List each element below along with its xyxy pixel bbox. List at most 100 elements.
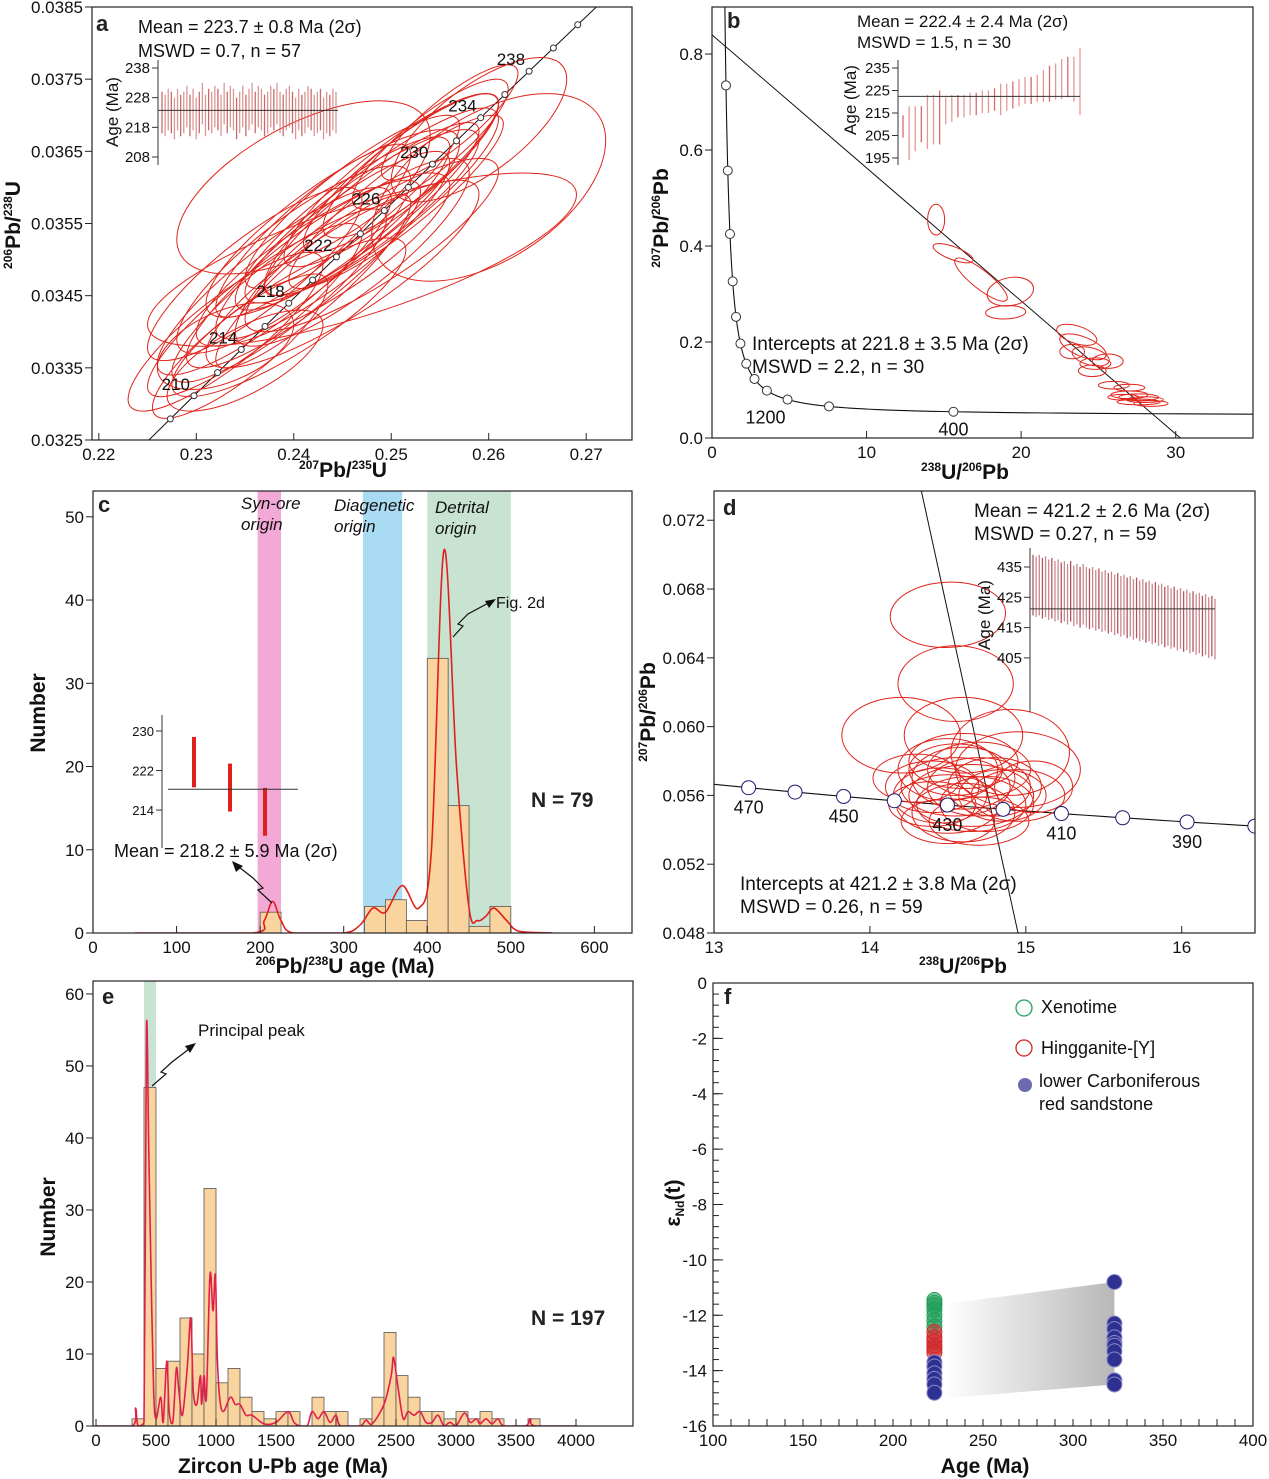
plot-frame (713, 490, 1256, 934)
sup: 207 (649, 247, 663, 267)
error-ellipse (950, 708, 1070, 796)
y-tick-label: 0.0345 (31, 287, 83, 306)
legend-xenotime-label: Xenotime (1041, 997, 1117, 1017)
error-ellipse (1133, 400, 1169, 407)
error-ellipse (927, 757, 1031, 817)
sup: 238 (921, 460, 941, 474)
y-tick-label: -14 (682, 1362, 707, 1381)
concordia-age-marker (166, 415, 174, 423)
error-ellipse (147, 223, 363, 398)
arrow-head-icon (185, 1043, 196, 1053)
panel-b-intercept-mswd: MSWD = 2.2, n = 30 (752, 357, 924, 378)
concordia-age-marker (1053, 806, 1069, 822)
band-label-diagenetic: Diagenetic (334, 496, 415, 515)
band-label-diagenetic-2: origin (334, 517, 376, 536)
t: U/ (941, 461, 962, 484)
concordia-age-marker (356, 230, 364, 238)
y-tick-label: 10 (65, 841, 84, 860)
panel-d-intercept-mswd: MSWD = 0.26, n = 59 (740, 897, 923, 918)
t: Pb (637, 662, 660, 689)
error-ellipse (166, 309, 324, 412)
concordia-age-marker (380, 207, 388, 215)
panel-a-inset-ylabel: Age (Ma) (103, 77, 122, 147)
error-ellipse (841, 696, 961, 774)
inset-a: 208 218 228 238 (125, 60, 338, 166)
y-tick-label: 0.2 (679, 333, 703, 352)
age-band (257, 491, 282, 933)
concordia-age-marker (727, 276, 738, 287)
age-band (362, 491, 403, 933)
inset-tick-label: 222 (132, 764, 154, 779)
concordia-age-label: 222 (304, 236, 332, 255)
error-ellipse (932, 243, 974, 264)
inset-tick-label: 235 (865, 60, 890, 77)
panel-e-n: N = 197 (531, 1307, 605, 1330)
y-tick-label: 40 (65, 591, 84, 610)
histogram-bar (426, 657, 449, 933)
error-ellipse (176, 100, 431, 275)
x-tick-label: 14 (860, 938, 879, 957)
error-ellipse (994, 760, 1074, 814)
t: Pb/ (637, 709, 660, 742)
x-tick-label: 20 (1012, 443, 1031, 462)
x-tick-label: 200 (879, 1431, 907, 1450)
concordia-age-marker (720, 80, 731, 91)
concordia-age-label: 226 (352, 190, 380, 209)
panel-c-mean: Mean = 218.2 ± 5.9 Ma (2σ) (114, 841, 338, 861)
sup: 206 (649, 195, 663, 215)
sup: 207 (299, 458, 319, 472)
y-tick-label: 0.0335 (31, 359, 83, 378)
x-tick-label: 300 (330, 938, 358, 957)
concordia-age-label: 390 (1172, 832, 1202, 852)
y-tick-label: 60 (65, 985, 84, 1004)
x-tick-label: 0.24 (277, 445, 310, 464)
error-ellipse (1059, 343, 1086, 360)
kde-curve (134, 548, 553, 933)
t: Pb/ (2, 216, 25, 249)
sup: 206 (1, 249, 15, 269)
concordia-age-label: 210 (162, 375, 190, 394)
panel-a: 210 214 218 222 226 230 234 238 0.22 0.23 0.24 0.25… (31, 0, 633, 464)
plot-area-f (926, 1274, 1123, 1401)
inset-tick-label: 225 (865, 83, 890, 100)
panel-c: 0 100 200 300 400 500 600 0 10 20 30 40 50 214 222 230 (65, 490, 633, 957)
y-tick-label: 0.048 (662, 924, 705, 943)
x-tick-label: 500 (142, 1431, 170, 1450)
t: Pb (650, 168, 673, 195)
concordia-age-label: 400 (938, 420, 968, 440)
plot-area-c (134, 491, 553, 933)
concordia-age-marker (309, 276, 317, 284)
sup: 235 (352, 458, 372, 472)
sup: 207 (636, 741, 650, 761)
concordia-age-marker (995, 801, 1011, 817)
y-tick-label: 0.4 (679, 237, 703, 256)
t: (t) (662, 1180, 685, 1201)
kde-curve (96, 1019, 576, 1426)
concordia-age-label: 234 (448, 97, 476, 116)
concordia-age-marker (261, 322, 269, 330)
concordia-age-label: 238 (497, 50, 525, 69)
concordia-age-marker (190, 392, 198, 400)
inset-tick-label: 215 (865, 105, 890, 122)
panel-d-inset-ylabel: Age (Ma) (975, 580, 994, 650)
panel-b-intercept: Intercepts at 221.8 ± 3.5 Ma (2σ) (752, 334, 1029, 355)
x-tick-label: 100 (162, 938, 190, 957)
y-tick-label: 0 (75, 1417, 84, 1436)
trend-band (943, 1282, 1115, 1399)
histogram-bar (364, 905, 386, 933)
band-label-detrital: Detrital (435, 498, 490, 517)
legend-sandstone-marker (1018, 1078, 1032, 1092)
y-tick-label: 0.6 (679, 141, 703, 160)
data-point-sandstone (1106, 1274, 1123, 1291)
error-ellipse (244, 129, 480, 304)
concordia-age-marker (237, 346, 245, 354)
error-ellipse (985, 305, 1027, 320)
band-label-detrital-2: origin (435, 519, 477, 538)
error-ellipse (1071, 346, 1110, 367)
t: Pb/ (650, 215, 673, 248)
concordia-age-marker (948, 406, 959, 417)
histogram-bar (447, 805, 470, 933)
concordia-age-marker (836, 788, 852, 804)
x-tick-label: 300 (1059, 1431, 1087, 1450)
concordia-age-marker (549, 44, 557, 52)
